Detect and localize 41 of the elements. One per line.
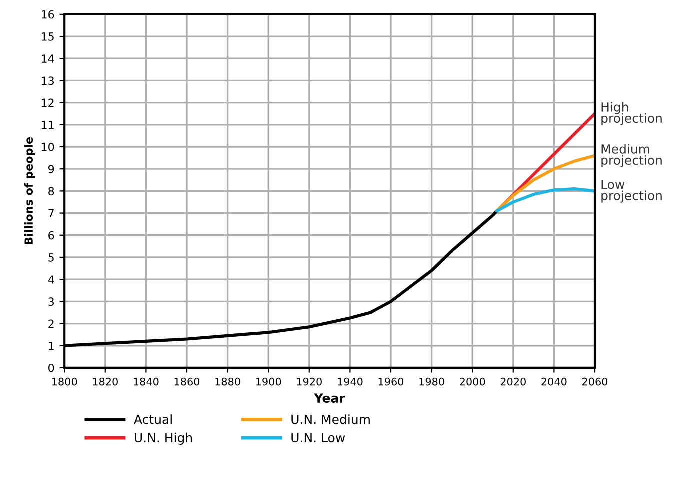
y-axis-title: Billions of people [24, 137, 36, 244]
y-tick-label: 13 [42, 76, 54, 86]
x-tick-label: 1840 [134, 378, 159, 386]
y-tick-label: 14 [42, 54, 54, 63]
y-tick-label: 9 [48, 165, 54, 174]
legend-label: U.N. Medium [292, 414, 370, 424]
x-tick-label: 1900 [256, 378, 282, 386]
y-tick-label: 8 [48, 187, 54, 196]
legend-label: U.N. High [135, 432, 192, 446]
x-tick-label: 1800 [52, 378, 78, 386]
text: Medium projection [602, 144, 662, 168]
x-tick-label: 2020 [500, 378, 526, 386]
x-tick-label: 2040 [542, 378, 567, 386]
y-tick-label: 5 [48, 254, 54, 262]
legend-label: Actual [134, 414, 172, 424]
y-tick-label: 15 [42, 32, 54, 41]
x-tick-label: 1980 [420, 378, 444, 386]
y-tick-label: 0 [48, 364, 54, 372]
x-tick-label: 1860 [174, 378, 200, 386]
y-tick-label: 1 [49, 342, 54, 350]
y-tick-label: 7 [48, 209, 54, 218]
x-axis-title: Year [314, 394, 346, 403]
y-tick-label: 3 [48, 298, 54, 306]
y-tick-label: 4 [48, 276, 54, 284]
y-tick-label: 16 [42, 10, 54, 19]
x-tick-label: 1960 [378, 378, 404, 386]
y-tick-label: 2 [48, 320, 54, 328]
legend-label: U.N. Low [292, 433, 346, 443]
x-tick-label: 1820 [93, 378, 118, 386]
text: High projection [602, 102, 662, 126]
text: Low projection [602, 180, 662, 203]
x-tick-label: 2060 [582, 378, 608, 386]
y-tick-label: 6 [48, 231, 54, 240]
x-tick-label: 1920 [297, 378, 322, 386]
y-tick-label: 10 [42, 142, 54, 152]
x-tick-label: 1880 [216, 378, 240, 386]
x-tick-label: 1940 [338, 378, 363, 386]
x-tick-label: 2000 [460, 378, 486, 386]
line-series [496, 187, 595, 213]
y-tick-label: 12 [42, 98, 54, 108]
y-tick-label: 11 [42, 121, 54, 130]
